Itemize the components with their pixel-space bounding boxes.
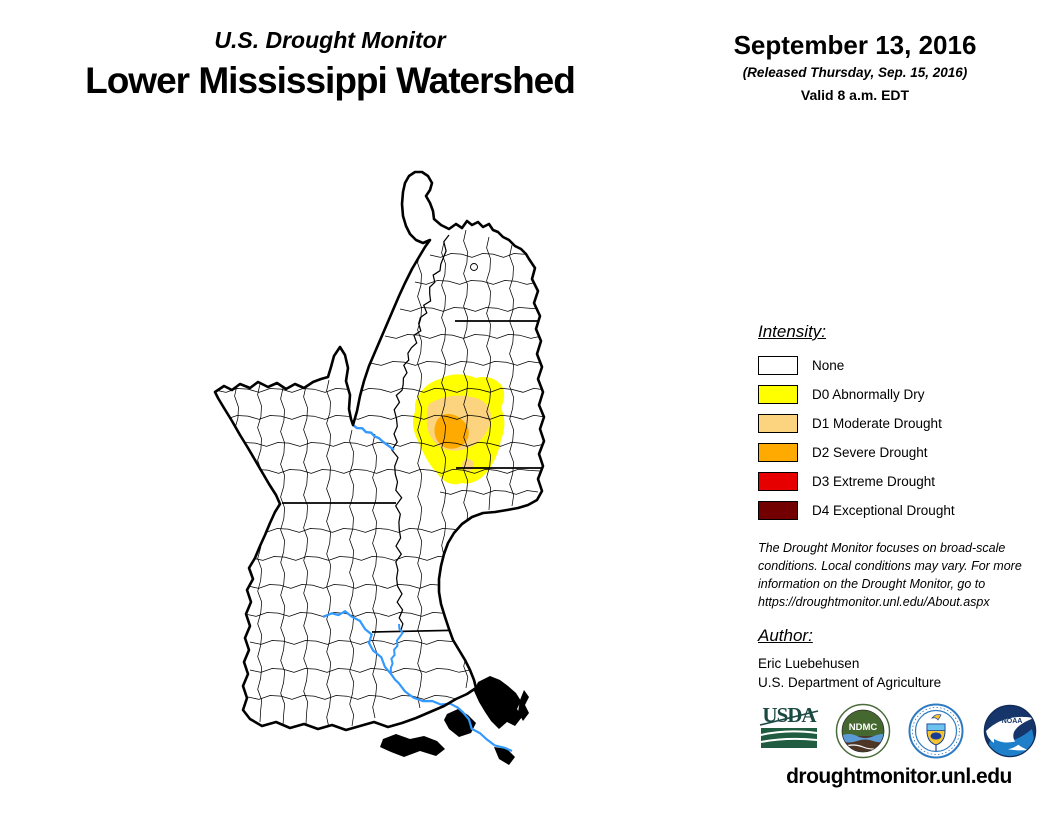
swatch-d1 xyxy=(758,414,798,433)
legend-label: D3 Extreme Drought xyxy=(812,474,936,489)
rivers xyxy=(322,424,513,753)
mississippi-river-meander xyxy=(391,234,450,631)
legend-row-d2: D2 Severe Drought xyxy=(758,438,1056,467)
delta-marshes xyxy=(380,676,529,765)
valid-time: Valid 8 a.m. EDT xyxy=(800,87,910,103)
author-org: U.S. Department of Agriculture xyxy=(758,675,942,690)
commerce-seal-logo xyxy=(908,703,964,759)
disclaimer-line: The Drought Monitor focuses on broad-sca… xyxy=(758,541,1006,555)
map-supertitle: U.S. Drought Monitor xyxy=(214,27,446,53)
legend-label: D0 Abnormally Dry xyxy=(812,387,925,402)
disclaimer-line: information on the Drought Monitor, go t… xyxy=(758,577,986,591)
d2-severe-drought-area xyxy=(434,413,469,449)
droughtmonitor-url: droughtmonitor.unl.edu xyxy=(786,765,1012,788)
ndmc-logo: NDMC xyxy=(835,703,891,759)
swatch-none xyxy=(758,356,798,375)
release-date: (Released Thursday, Sep. 15, 2016) xyxy=(742,65,968,80)
usda-text: USDA xyxy=(762,703,817,727)
swatch-d0 xyxy=(758,385,798,404)
page-title: Lower Mississippi Watershed xyxy=(85,60,576,101)
legend-row-none: None xyxy=(758,351,1056,380)
legend-label: D2 Severe Drought xyxy=(812,445,928,460)
legend-label: D1 Moderate Drought xyxy=(812,416,942,431)
noaa-logo: NOAA xyxy=(983,704,1037,758)
legend-row-d4: D4 Exceptional Drought xyxy=(758,496,1056,525)
legend-row-d0: D0 Abnormally Dry xyxy=(758,380,1056,409)
author-name: Eric Luebehusen xyxy=(758,656,860,671)
swatch-d2 xyxy=(758,443,798,462)
watershed-map xyxy=(213,170,546,765)
legend-label: D4 Exceptional Drought xyxy=(812,503,955,518)
legend-row-d3: D3 Extreme Drought xyxy=(758,467,1056,496)
noaa-text: NOAA xyxy=(1002,718,1023,725)
disclaimer-line: https://droughtmonitor.unl.edu/About.asp… xyxy=(758,595,990,609)
legend-row-d1: D1 Moderate Drought xyxy=(758,409,1056,438)
swatch-d4 xyxy=(758,501,798,520)
intensity-legend: None D0 Abnormally Dry D1 Moderate Droug… xyxy=(758,351,1056,525)
disclaimer-line: conditions. Local conditions may vary. F… xyxy=(758,559,1022,573)
legend-label: None xyxy=(812,358,845,373)
author-heading: Author: xyxy=(758,626,813,645)
legend-heading: Intensity: xyxy=(758,322,827,341)
ndmc-text: NDMC xyxy=(849,722,878,733)
map-date: September 13, 2016 xyxy=(733,30,977,60)
usda-logo: USDA xyxy=(759,703,818,748)
reelfoot-lake xyxy=(470,263,478,271)
swatch-d3 xyxy=(758,472,798,491)
disclaimer-text: The Drought Monitor focuses on broad-sca… xyxy=(758,539,1056,611)
